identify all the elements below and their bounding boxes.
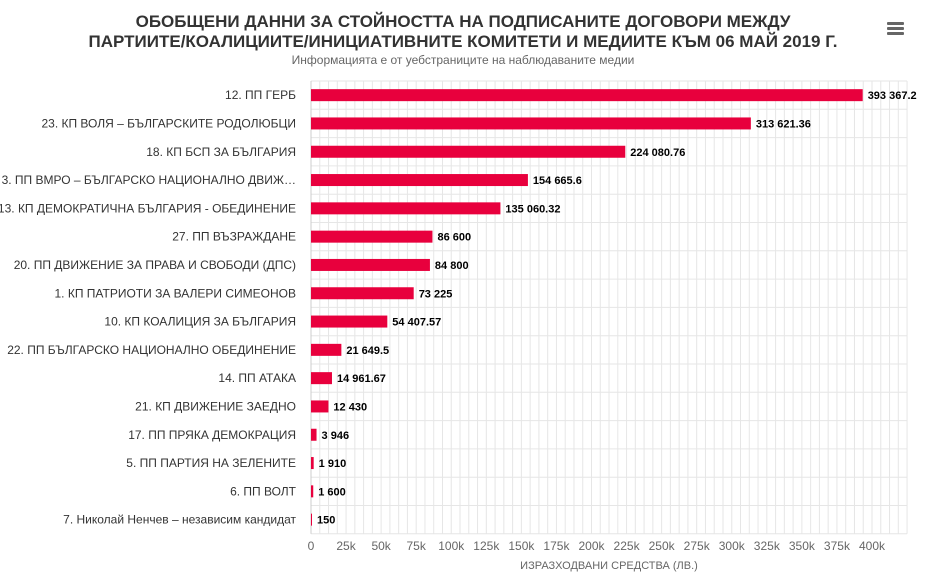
category-label: 21. КП ДВИЖЕНИЕ ЗАЕДНО [135, 399, 296, 413]
x-tick-label: 150k [508, 539, 535, 553]
x-tick-label: 350k [789, 539, 816, 553]
x-tick-label: 175k [543, 539, 570, 553]
bar [311, 428, 317, 441]
bar [311, 372, 332, 385]
x-tick-label: 300k [719, 539, 746, 553]
x-tick-label: 325k [754, 539, 781, 553]
category-label: 17. ПП ПРЯКА ДЕМОКРАЦИЯ [128, 428, 296, 442]
category-label: 5. ПП ПАРТИЯ НА ЗЕЛЕНИТЕ [126, 456, 296, 470]
bar [311, 287, 414, 300]
data-label: 154 665.6 [533, 175, 582, 187]
bar [311, 343, 342, 356]
hamburger-menu-icon[interactable] [880, 16, 910, 42]
data-label: 73 225 [419, 288, 453, 300]
x-tick-label: 275k [684, 539, 711, 553]
data-label: 86 600 [437, 232, 471, 244]
menu-line [887, 22, 904, 25]
data-label: 54 407.57 [392, 317, 441, 329]
x-tick-label: 25k [336, 539, 356, 553]
bar [311, 230, 433, 243]
bar [311, 145, 626, 158]
category-label: 7. Николай Ненчев – независим кандидат [63, 513, 296, 527]
data-label: 21 649.5 [346, 345, 389, 357]
bar [311, 315, 388, 328]
x-tick-label: 375k [824, 539, 851, 553]
category-label: 10. КП КОАЛИЦИЯ ЗА БЪЛГАРИЯ [104, 315, 296, 329]
data-label: 1 910 [319, 458, 347, 470]
menu-line [887, 32, 904, 35]
bar [311, 202, 501, 215]
category-label: 13. КП ДЕМОКРАТИЧНА БЪЛГАРИЯ - ОБЕДИНЕНИ… [0, 201, 296, 215]
x-tick-label: 400k [859, 539, 886, 553]
category-label: 18. КП БСП ЗА БЪЛГАРИЯ [146, 145, 296, 159]
x-tick-label: 125k [473, 539, 500, 553]
data-labels: 393 367.2 313 621.36 224 080.76 154 665.6 13… [317, 90, 917, 527]
x-tick-label: 50k [371, 539, 391, 553]
bar [311, 174, 528, 187]
category-label: 1. КП ПАТРИОТИ ЗА ВАЛЕРИ СИМЕОНОВ [55, 286, 297, 300]
category-label: 22. ПП БЪЛГАРСКО НАЦИОНАЛНО ОБЕДИНЕНИЕ [7, 343, 296, 357]
bar [311, 117, 751, 130]
data-label: 224 080.76 [630, 147, 685, 159]
category-label: 6. ПП ВОЛТ [230, 484, 297, 498]
category-label: 14. ПП АТАКА [218, 371, 296, 385]
category-labels: 12. ПП ГЕРБ 23. КП ВОЛЯ – БЪЛГАРСКИТЕ РОД… [0, 88, 297, 527]
x-tick-label: 225k [614, 539, 641, 553]
data-label: 150 [317, 515, 335, 527]
bar [311, 485, 314, 498]
x-tick-label: 75k [407, 539, 427, 553]
chart-title-line-2: ПАРТИИТЕ/КОАЛИЦИИТЕ/ИНИЦИАТИВНИТЕ КОМИТЕ… [88, 32, 838, 51]
x-tick-label: 100k [438, 539, 465, 553]
bar [311, 400, 329, 413]
chart-subtitle: Информацията е от уебстраниците на наблю… [291, 53, 635, 67]
category-label: 12. ПП ГЕРБ [225, 88, 296, 102]
menu-line [887, 27, 904, 30]
category-label: 3. ПП ВМРО – БЪЛГАРСКО НАЦИОНАЛНО ДВИЖ… [2, 173, 296, 187]
bar [311, 457, 314, 470]
data-label: 84 800 [435, 260, 469, 272]
bar [311, 258, 430, 271]
data-label: 12 430 [333, 401, 367, 413]
x-axis-tick-labels: 0 25k 50k 75k 100k 125k 150k 175k 200k 225k 250k 27… [308, 539, 886, 553]
bars [311, 89, 863, 526]
x-tick-label: 0 [308, 539, 315, 553]
data-label: 135 060.32 [505, 203, 560, 215]
data-label: 313 621.36 [756, 118, 811, 130]
category-label: 23. КП ВОЛЯ – БЪЛГАРСКИТЕ РОДОЛЮБЦИ [41, 116, 296, 130]
data-label: 1 600 [318, 486, 346, 498]
category-label: 20. ПП ДВИЖЕНИЕ ЗА ПРАВА И СВОБОДИ (ДПС) [14, 258, 296, 272]
chart-title-line-1: ОБОБЩЕНИ ДАННИ ЗА СТОЙНОСТТА НА ПОДПИСАН… [135, 12, 791, 31]
x-tick-label: 200k [578, 539, 605, 553]
data-label: 14 961.67 [337, 373, 386, 385]
data-label: 393 367.2 [868, 90, 917, 102]
data-label: 3 946 [322, 430, 350, 442]
x-axis-title: ИЗРАЗХОДВАНИ СРЕДСТВА (ЛВ.) [520, 560, 698, 572]
bar [311, 513, 312, 526]
bar [311, 89, 863, 102]
category-label: 27. ПП ВЪЗРАЖДАНЕ [172, 230, 296, 244]
x-tick-label: 250k [649, 539, 676, 553]
